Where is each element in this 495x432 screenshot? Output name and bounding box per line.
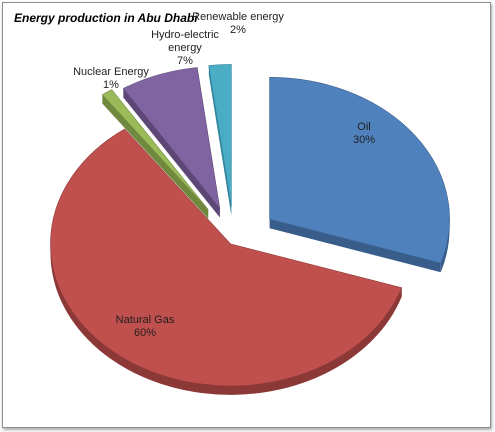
slice-edge-oil [269,219,441,273]
slice-renewable-energy [208,64,232,207]
chart-title: Energy production in Abu Dhabi [14,11,198,25]
slice-edge-hydro-electric-energy [123,88,220,218]
slice-oil [269,77,450,264]
slice-hydro-electric-energy [122,67,221,210]
data-label-nuclear-energy: Nuclear Energy 1% [73,66,149,91]
data-label-oil: Oil 30% [353,121,375,146]
data-label-renewable-energy: Renewable energy 2% [192,11,284,36]
data-label-hydro-electric-energy: Hydro-electric energy 7% [151,29,219,67]
slice-edge-nuclear-energy [102,94,209,219]
slice-edge-renewable-energy [208,65,232,216]
slice-nuclear-energy [101,89,209,210]
slice-natural-gas [50,128,403,387]
slice-side-oil [440,219,450,273]
data-label-natural-gas: Natural Gas 60% [116,314,175,339]
